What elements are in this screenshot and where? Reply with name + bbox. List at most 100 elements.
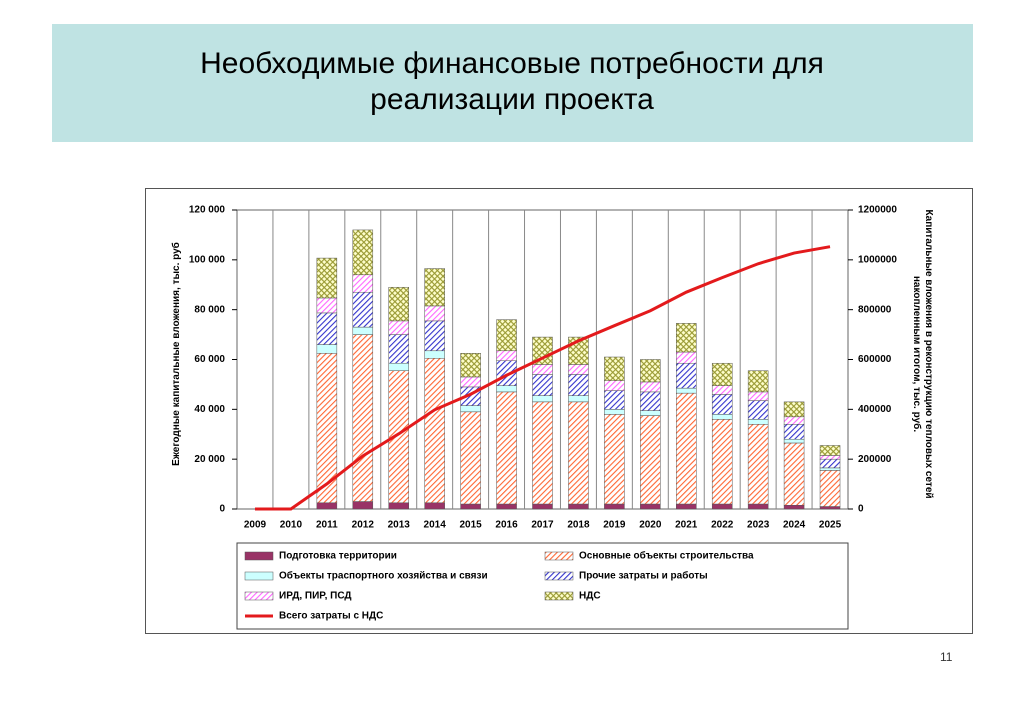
bar-segment — [424, 502, 445, 510]
y2-tick-label: 0 — [858, 504, 864, 515]
y2-tick-label: 1000000 — [858, 254, 897, 265]
y-tick-label: 40 000 — [194, 404, 225, 415]
x-tick-label: 2015 — [459, 520, 482, 531]
x-tick-label: 2013 — [388, 520, 411, 531]
bar-segment — [316, 502, 338, 510]
bar-segment — [711, 385, 733, 395]
bar-segment — [819, 470, 841, 507]
bar-segment — [496, 503, 517, 510]
y2-tick-label: 200000 — [858, 454, 892, 465]
slide-title: Необходимые финансовые потребности для р… — [200, 47, 824, 116]
x-tick-label: 2019 — [603, 520, 626, 531]
bar-segment — [460, 405, 481, 413]
legend-label: Основные объекты строительства — [579, 550, 754, 562]
bar-segment — [747, 370, 769, 393]
bar-segment — [711, 394, 733, 415]
bar-segment — [783, 442, 805, 506]
bar-segment — [496, 350, 517, 361]
bar-segment — [640, 381, 661, 393]
bar-segment — [460, 411, 481, 505]
bar-segment — [711, 419, 733, 505]
bar-segment — [747, 400, 769, 420]
x-tick-label: 2009 — [244, 520, 267, 531]
bar-segment — [352, 291, 374, 328]
bar-segment — [316, 312, 338, 345]
bar-segment — [424, 268, 445, 307]
bar-segment — [388, 334, 409, 364]
bar-segment — [640, 359, 661, 383]
x-tick-label: 2023 — [747, 520, 770, 531]
bar-segment — [460, 353, 481, 378]
bar-segment — [352, 274, 374, 293]
bar-segment — [676, 351, 697, 364]
bar-segment — [388, 286, 409, 322]
legend-label: НДС — [579, 591, 601, 602]
bar-segment — [640, 410, 661, 416]
y2-tick-label: 800000 — [858, 304, 892, 315]
bar-segment — [352, 501, 374, 510]
x-tick-label: 2024 — [783, 520, 806, 531]
y2-tick-label: 400000 — [858, 404, 892, 415]
bar-segment — [496, 319, 517, 352]
bar-segment — [819, 458, 841, 469]
bar-segment — [604, 380, 625, 391]
bar-segment — [747, 424, 769, 505]
bar-segment — [388, 320, 409, 335]
bar-segment — [711, 503, 733, 510]
y-tick-label: 80 000 — [194, 304, 225, 315]
bar-segment — [568, 395, 589, 403]
legend-label: Объекты траспортного хозяйства и связи — [279, 570, 488, 582]
bar-segment — [604, 390, 625, 410]
legend-label: Всего затраты с НДС — [279, 611, 383, 622]
bar-segment — [783, 424, 805, 440]
bar-segment — [316, 257, 338, 299]
bar-segment — [819, 506, 841, 510]
bar-segment — [604, 409, 625, 415]
legend-swatch — [544, 571, 574, 581]
bar-segment — [783, 438, 805, 444]
bar-segment — [568, 364, 589, 375]
x-tick-label: 2016 — [495, 520, 518, 531]
bar-segment — [783, 401, 805, 418]
bar-segment — [676, 387, 697, 394]
bar-segment — [604, 503, 625, 510]
legend-label: ИРД, ПИР, ПСД — [279, 591, 352, 602]
bar-segment — [640, 503, 661, 510]
chart-frame — [145, 188, 973, 634]
legend-swatch — [244, 571, 274, 581]
bar-segment — [819, 445, 841, 456]
bar-segment — [676, 362, 697, 389]
bar-segment — [676, 323, 697, 353]
legend-swatch — [244, 591, 274, 601]
bar-segment — [604, 356, 625, 381]
y2-tick-label: 600000 — [858, 354, 892, 365]
x-tick-label: 2022 — [711, 520, 734, 531]
bar-segment — [424, 350, 445, 359]
legend-label: Подготовка территории — [279, 551, 397, 562]
legend-box — [236, 542, 849, 630]
page-number: 11 — [940, 650, 953, 664]
bar-segment — [747, 503, 769, 510]
bar-segment — [388, 362, 409, 371]
bar-segment — [496, 391, 517, 505]
bar-segment — [352, 334, 374, 502]
y-tick-label: 0 — [219, 504, 225, 515]
bar-segment — [640, 391, 661, 411]
bar-segment — [676, 392, 697, 505]
legend-swatch — [544, 551, 574, 561]
x-tick-label: 2021 — [675, 520, 698, 531]
y-axis-label: Ежегодные капитальные вложения, тыс. руб — [171, 242, 182, 466]
bar-segment — [352, 326, 374, 335]
x-tick-label: 2018 — [567, 520, 590, 531]
y-tick-label: 20 000 — [194, 454, 225, 465]
x-tick-label: 2025 — [819, 520, 842, 531]
bar-segment — [532, 401, 553, 505]
bar-segment — [747, 419, 769, 425]
bar-segment — [532, 336, 553, 365]
bar-segment — [604, 414, 625, 505]
bar-segment — [496, 385, 517, 393]
y-tick-label: 100 000 — [189, 254, 226, 265]
x-tick-label: 2014 — [424, 520, 447, 531]
y-tick-label: 120 000 — [189, 205, 226, 216]
